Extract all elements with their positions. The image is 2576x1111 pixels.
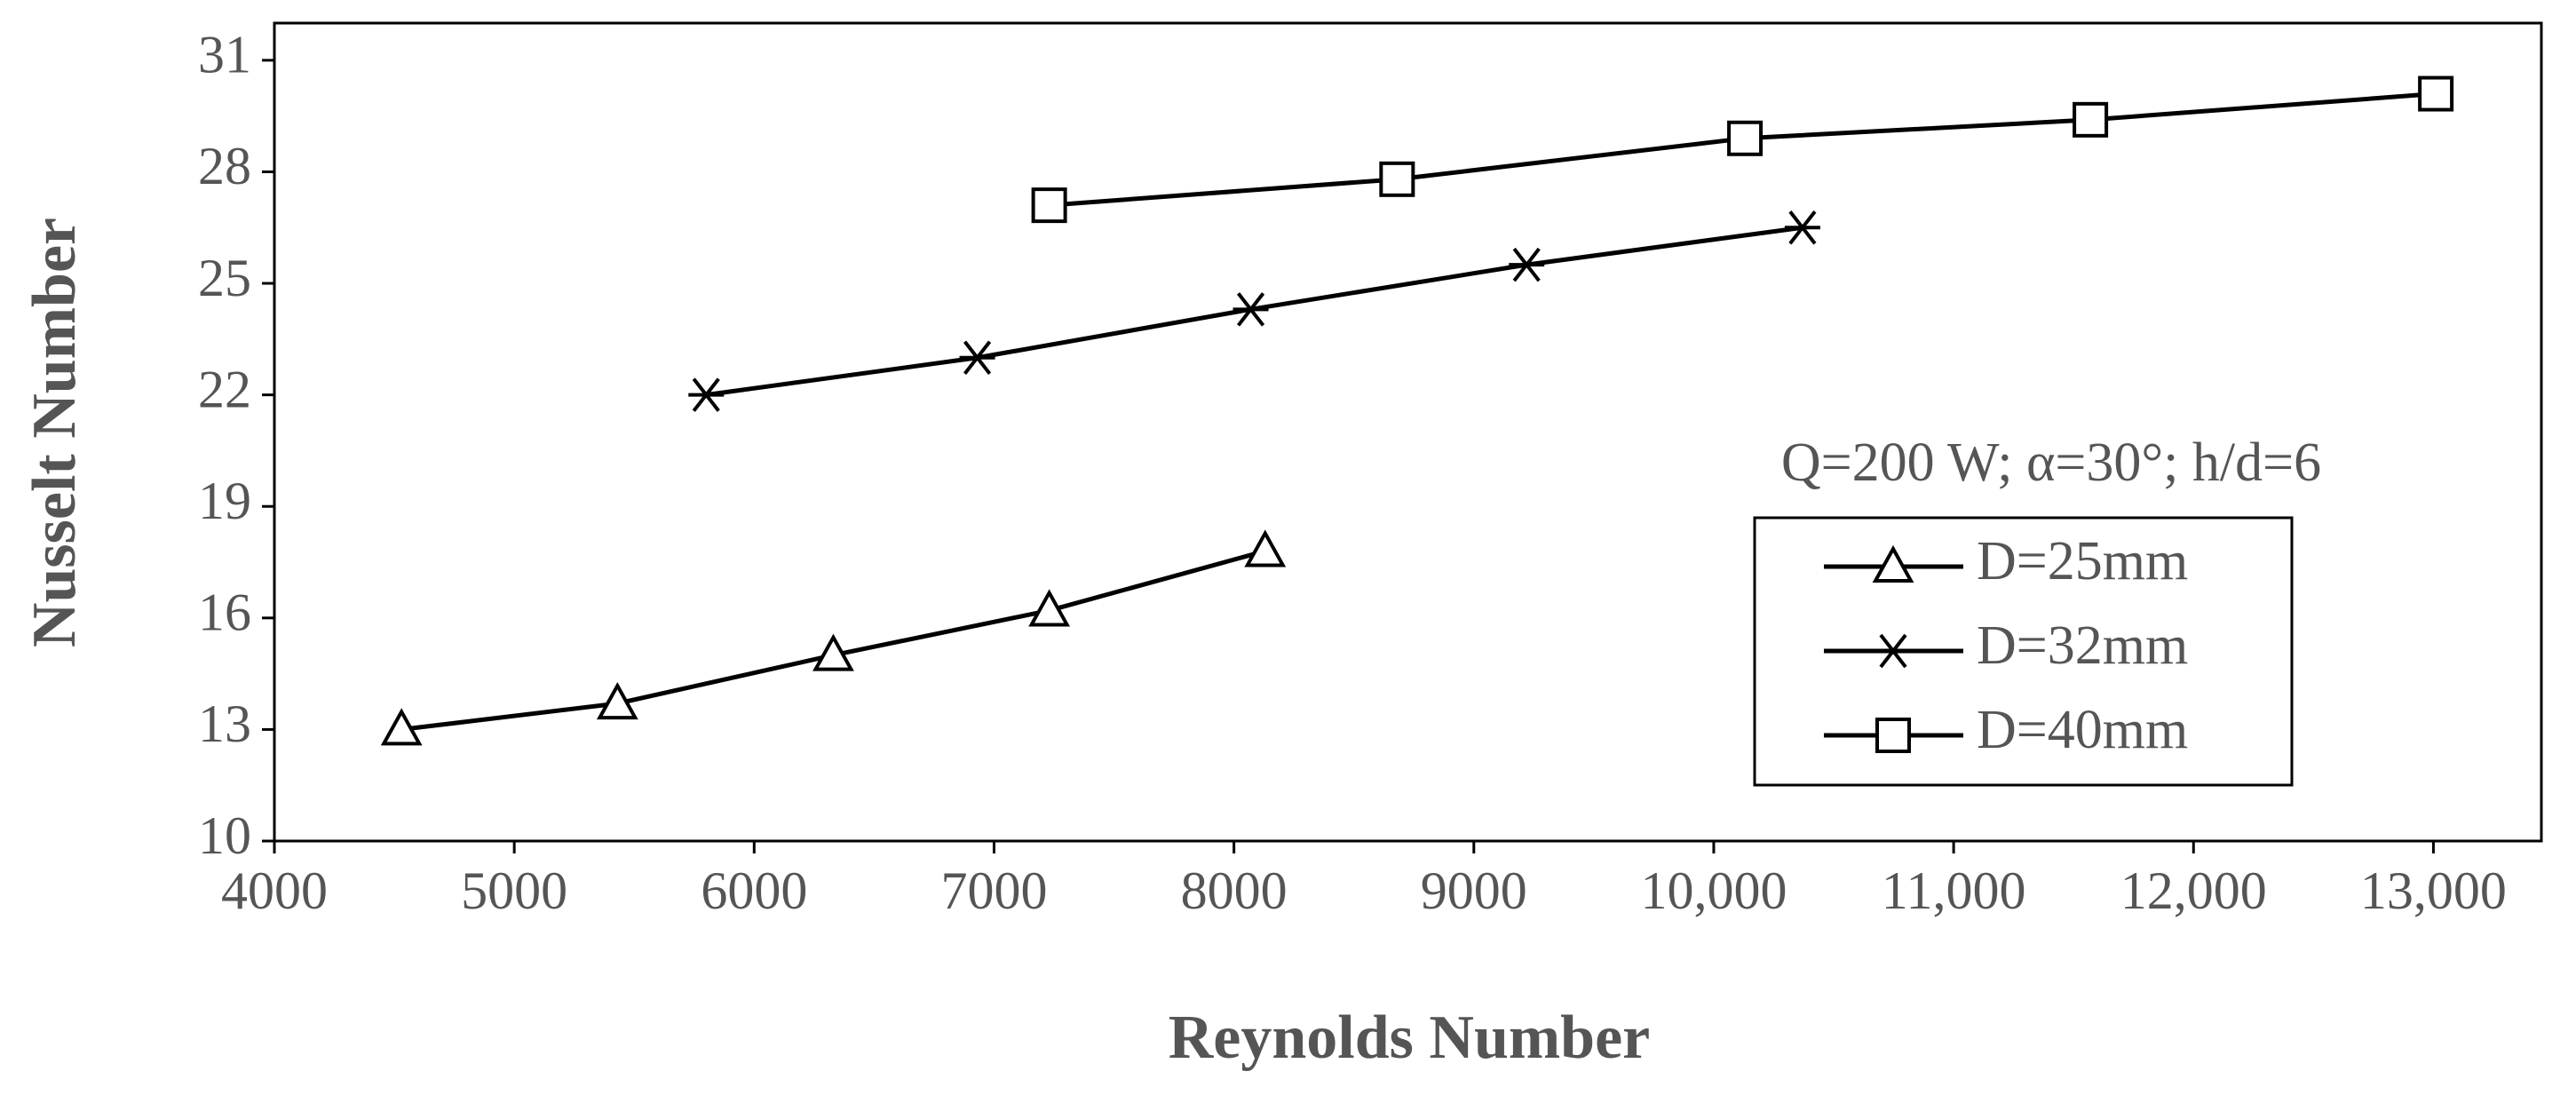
- marker: [596, 681, 638, 720]
- x-tick-label: 8000: [1181, 861, 1288, 920]
- marker: [812, 633, 854, 671]
- y-tick-label: 13: [198, 694, 251, 753]
- legend-label: D=40mm: [1977, 700, 2188, 760]
- legend-label: D=25mm: [1977, 531, 2188, 591]
- marker: [1379, 161, 1415, 197]
- x-tick-label: 9000: [1421, 861, 1527, 920]
- plot-frame: [273, 21, 2543, 843]
- legend-marker: [1875, 718, 1911, 753]
- y-tick-label: 16: [198, 583, 251, 642]
- x-tick-label: 7000: [940, 861, 1047, 920]
- y-tick-label: 25: [198, 249, 251, 307]
- y-tick-label: 22: [198, 360, 251, 418]
- marker: [1244, 529, 1287, 567]
- legend-label: D=32mm: [1977, 615, 2188, 676]
- marker: [1028, 589, 1071, 627]
- y-tick-label: 31: [198, 26, 251, 84]
- marker: [1031, 187, 1067, 224]
- x-tick-label: 10,000: [1640, 861, 1787, 920]
- marker: [1233, 292, 1269, 327]
- x-tick-label: 13,000: [2360, 861, 2507, 920]
- marker: [959, 340, 995, 376]
- x-tick-label: 12,000: [2120, 861, 2267, 920]
- y-tick-label: 28: [198, 137, 251, 195]
- x-tick-label: 4000: [221, 861, 328, 920]
- y-axis-label: Nusselt Number: [20, 218, 89, 647]
- marker: [380, 708, 423, 746]
- x-axis-label: Reynolds Number: [1169, 1004, 1651, 1072]
- x-tick-label: 6000: [701, 861, 807, 920]
- x-tick-label: 5000: [461, 861, 567, 920]
- y-tick-label: 10: [198, 806, 251, 865]
- marker: [688, 377, 725, 412]
- x-tick-label: 11,000: [1882, 861, 2026, 920]
- marker: [1509, 247, 1545, 282]
- marker: [2418, 75, 2454, 112]
- marker: [2073, 101, 2109, 138]
- annotation: Q=200 W; α=30°; h/d=6: [1781, 432, 2321, 493]
- marker: [1727, 120, 1764, 156]
- legend-marker: [1875, 633, 1911, 669]
- legend-marker: [1872, 544, 1914, 583]
- marker: [1784, 210, 1820, 245]
- y-tick-label: 19: [198, 472, 251, 530]
